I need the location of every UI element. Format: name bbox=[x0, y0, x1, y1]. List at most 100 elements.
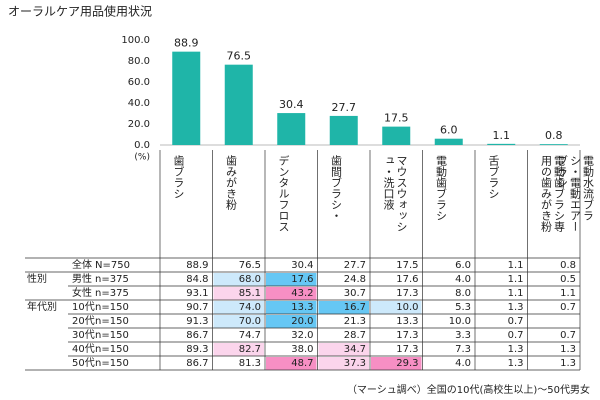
cell-value: 3.3 bbox=[455, 330, 471, 341]
cell-value: 82.7 bbox=[239, 344, 261, 355]
cell-value: 74.0 bbox=[239, 302, 261, 313]
cell-value: 17.3 bbox=[396, 330, 418, 341]
cell-value: 13.3 bbox=[291, 302, 313, 313]
cell-highlight bbox=[318, 357, 369, 370]
cell-value: 7.3 bbox=[455, 344, 471, 355]
row-label: 10代 bbox=[72, 301, 95, 313]
row-n: n=150 bbox=[95, 330, 129, 341]
value-label: 88.9 bbox=[174, 37, 199, 50]
row-n: n=375 bbox=[95, 274, 129, 285]
cell-value: 1.3 bbox=[508, 302, 524, 313]
category-label: 舌ブラシ bbox=[487, 155, 500, 199]
category-label: 歯間ブラシ・ bbox=[329, 155, 343, 221]
cell-value: 0.7 bbox=[560, 330, 576, 341]
y-tick-label: 0.0 bbox=[134, 140, 150, 151]
row-n: n=150 bbox=[95, 316, 129, 327]
cell-value: 34.7 bbox=[344, 344, 366, 355]
cell-value: 0.5 bbox=[560, 274, 576, 285]
cell-value: 1.1 bbox=[508, 260, 524, 271]
cell-value: 1.3 bbox=[508, 358, 524, 369]
value-label: 17.5 bbox=[384, 112, 409, 125]
value-label: 1.1 bbox=[493, 129, 511, 142]
row-n: N=750 bbox=[95, 260, 130, 271]
cell-value: 1.3 bbox=[508, 344, 524, 355]
row-n: n=150 bbox=[95, 344, 129, 355]
cell-highlight bbox=[213, 315, 264, 328]
cell-value: 0.7 bbox=[560, 302, 576, 313]
cell-value: 68.0 bbox=[239, 274, 261, 285]
y-tick-label: 100.0 bbox=[121, 35, 150, 46]
row-n: n=150 bbox=[95, 358, 129, 369]
cell-value: 29.3 bbox=[396, 358, 418, 369]
cell-value: 85.1 bbox=[239, 288, 261, 299]
row-label: 全体 bbox=[72, 258, 92, 271]
row-label: 20代 bbox=[72, 315, 95, 327]
cell-value: 86.7 bbox=[186, 330, 208, 341]
group-label: 年代別 bbox=[27, 300, 57, 313]
cell-value: 93.1 bbox=[186, 288, 208, 299]
cell-value: 10.0 bbox=[449, 316, 471, 327]
cell-value: 70.0 bbox=[239, 316, 261, 327]
cell-value: 1.3 bbox=[560, 344, 576, 355]
row-n: n=150 bbox=[95, 302, 129, 313]
category-label: 歯ブラシ bbox=[172, 155, 185, 199]
cell-highlight bbox=[213, 273, 264, 286]
cell-value: 76.5 bbox=[239, 260, 261, 271]
cell-highlight bbox=[266, 301, 317, 314]
category-label: 電動歯ブラシ専用の歯みがき粉 bbox=[539, 155, 566, 232]
row-label: 30代 bbox=[72, 329, 95, 341]
category-label: マウスウォッシュ・洗口液 bbox=[382, 155, 408, 232]
cell-value: 17.3 bbox=[396, 288, 418, 299]
group-label: 性別 bbox=[27, 272, 47, 285]
cell-value: 17.6 bbox=[291, 274, 313, 285]
cell-value: 90.7 bbox=[186, 302, 208, 313]
cell-value: 20.0 bbox=[291, 316, 313, 327]
cell-highlight bbox=[318, 343, 369, 356]
cell-value: 1.3 bbox=[560, 358, 576, 369]
cell-value: 48.7 bbox=[291, 358, 313, 369]
cell-value: 84.8 bbox=[186, 274, 208, 285]
bar bbox=[434, 138, 463, 145]
bar bbox=[539, 144, 568, 145]
row-n: n=375 bbox=[95, 288, 129, 299]
cell-highlight bbox=[371, 301, 422, 314]
category-label: デンタルフロス bbox=[277, 155, 290, 232]
category-label: 歯みがき粉 bbox=[224, 155, 238, 210]
cell-value: 1.1 bbox=[508, 288, 524, 299]
cell-highlight bbox=[266, 287, 317, 300]
cell-value: 6.0 bbox=[455, 260, 471, 271]
cell-value: 1.1 bbox=[508, 274, 524, 285]
cell-value: 4.0 bbox=[455, 358, 471, 369]
cell-value: 74.7 bbox=[239, 330, 261, 341]
cell-highlight bbox=[266, 273, 317, 286]
bar bbox=[487, 143, 516, 145]
row-label: 男性 bbox=[72, 272, 92, 285]
cell-value: 4.0 bbox=[455, 274, 471, 285]
cell-highlight bbox=[213, 343, 264, 356]
cell-value: 8.0 bbox=[455, 288, 471, 299]
cell-value: 17.3 bbox=[396, 344, 418, 355]
cell-highlight bbox=[318, 301, 369, 314]
cell-value: 10.0 bbox=[396, 302, 418, 313]
y-tick-label: 20.0 bbox=[128, 119, 150, 130]
value-label: 6.0 bbox=[440, 124, 458, 137]
cell-value: 13.3 bbox=[396, 316, 418, 327]
category-label: 電動水流ブラシ・電動エアーブラシ bbox=[555, 155, 595, 232]
cell-highlight bbox=[266, 315, 317, 328]
cell-value: 0.8 bbox=[560, 260, 576, 271]
y-tick-label: 80.0 bbox=[128, 56, 150, 67]
cell-value: 24.8 bbox=[344, 274, 366, 285]
value-label: 76.5 bbox=[227, 50, 252, 63]
cell-value: 17.5 bbox=[396, 260, 418, 271]
cell-value: 38.0 bbox=[291, 344, 313, 355]
cell-value: 81.3 bbox=[239, 358, 261, 369]
row-label: 50代 bbox=[72, 357, 95, 369]
unit-label: (%) bbox=[134, 153, 150, 163]
cell-value: 27.7 bbox=[344, 260, 366, 271]
cell-value: 30.7 bbox=[344, 288, 366, 299]
cell-value: 89.3 bbox=[186, 344, 208, 355]
cell-value: 0.7 bbox=[508, 316, 524, 327]
bar bbox=[329, 115, 358, 145]
cell-value: 43.2 bbox=[291, 288, 313, 299]
